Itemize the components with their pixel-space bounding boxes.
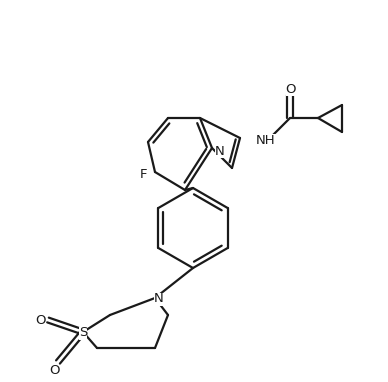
Text: O: O [35,314,45,327]
Text: O: O [286,83,296,96]
Text: S: S [79,327,87,340]
Text: N: N [215,144,225,157]
Text: O: O [49,364,59,377]
Text: N: N [154,293,164,306]
Text: F: F [139,167,147,181]
Text: NH: NH [256,133,276,147]
